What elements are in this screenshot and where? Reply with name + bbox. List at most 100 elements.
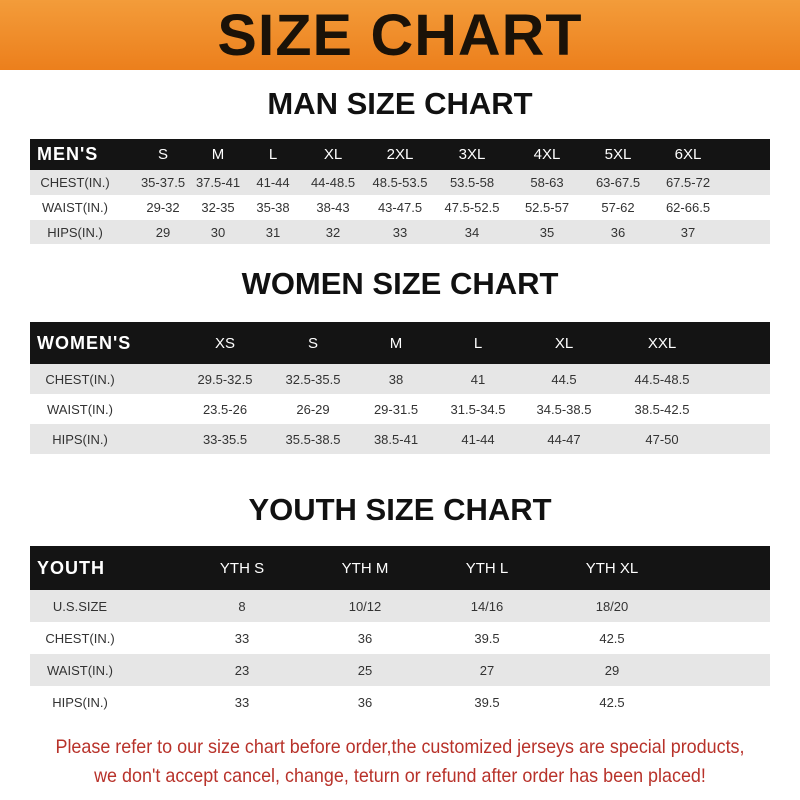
table-row: CHEST(IN.) 35-37.5 37.5-41 41-44 44-48.5 48.5… xyxy=(30,170,770,195)
table-cell: 35-38 xyxy=(256,200,290,215)
table-cell: 38 xyxy=(388,371,404,387)
size-header: S xyxy=(157,146,169,163)
table-cell: 62-66.5 xyxy=(665,200,711,215)
table-cell: 41-44 xyxy=(461,431,495,447)
table-cell: 33 xyxy=(392,224,408,240)
table-cell: 37 xyxy=(680,224,696,240)
table-cell: 36 xyxy=(357,630,373,646)
table-cell: 39.5 xyxy=(474,630,500,646)
size-header: YTH L xyxy=(465,559,509,577)
table-cell: 10/12 xyxy=(348,598,382,614)
table-cell: 58-63 xyxy=(530,175,564,190)
table-cell: 44-48.5 xyxy=(310,175,356,190)
table-cell: 29-32 xyxy=(146,200,180,215)
table-cell: 44.5 xyxy=(551,371,577,387)
table-cell: 32-35 xyxy=(201,200,235,215)
table-row: HIPS(IN.) 33 36 39.5 42.5 xyxy=(30,686,770,718)
table-cell: 18/20 xyxy=(595,598,629,614)
table-cell: 38.5-42.5 xyxy=(634,401,690,417)
notice-line-2: we don't accept cancel, change, teturn o… xyxy=(94,765,706,787)
youth-title: YOUTH SIZE CHART xyxy=(248,492,552,527)
order-notice: Please refer to our size chart before or… xyxy=(0,733,800,791)
youth-size-table: YOUTH YTH S YTH M YTH L YTH XL U.S.SIZE 8 10/12… xyxy=(30,546,770,718)
table-cell: 33 xyxy=(234,630,250,646)
table-heading: YOUTH xyxy=(37,557,105,578)
row-label: U.S.SIZE xyxy=(52,598,108,614)
table-cell: 32.5-35.5 xyxy=(285,371,341,387)
size-header: XS xyxy=(214,334,236,352)
row-label: CHEST(IN.) xyxy=(40,175,110,190)
table-cell: 36 xyxy=(610,224,626,240)
table-cell: 63-67.5 xyxy=(595,175,641,190)
size-header: YTH XL xyxy=(585,559,639,577)
row-label: WAIST(IN.) xyxy=(47,662,113,678)
table-cell: 41 xyxy=(470,371,486,387)
table-cell: 47-50 xyxy=(645,431,679,447)
table-cell: 27 xyxy=(479,662,495,678)
table-cell: 43-47.5 xyxy=(377,200,423,215)
banner-title: SIZE CHART xyxy=(217,2,583,68)
table-cell: 35 xyxy=(539,224,555,240)
table-cell: 34 xyxy=(464,224,480,240)
table-cell: 41-44 xyxy=(256,175,290,190)
women-title: WOMEN SIZE CHART xyxy=(241,266,559,301)
row-label: WAIST(IN.) xyxy=(42,200,108,215)
table-cell: 29 xyxy=(604,662,620,678)
table-row: U.S.SIZE 8 10/12 14/16 18/20 xyxy=(30,590,770,622)
size-header: YTH M xyxy=(341,559,389,577)
table-cell: 29-31.5 xyxy=(373,401,419,417)
table-cell: 35.5-38.5 xyxy=(285,431,341,447)
row-label: HIPS(IN.) xyxy=(52,694,108,710)
men-title: MAN SIZE CHART xyxy=(267,86,533,121)
table-cell: 47.5-52.5 xyxy=(444,200,500,215)
table-cell: 67.5-72 xyxy=(665,175,711,190)
table-row: CHEST(IN.) 29.5-32.5 32.5-35.5 38 41 44.5 44.5… xyxy=(30,364,770,394)
size-header: L xyxy=(268,146,278,163)
table-heading: MEN'S xyxy=(37,144,99,164)
table-cell: 8 xyxy=(238,598,246,614)
size-header: M xyxy=(211,146,225,163)
notice-line-1: Please refer to our size chart before or… xyxy=(55,736,745,758)
table-cell: 53.5-58 xyxy=(449,175,495,190)
table-cell: 44-47 xyxy=(547,431,581,447)
size-header: XXL xyxy=(647,334,677,352)
size-chart-banner: SIZE CHART xyxy=(0,0,800,70)
table-row: WAIST(IN.) 29-32 32-35 35-38 38-43 43-47.5 47.… xyxy=(30,195,770,220)
table-cell: 42.5 xyxy=(599,694,625,710)
table-cell: 35-37.5 xyxy=(140,175,186,190)
table-cell: 57-62 xyxy=(601,200,635,215)
table-cell: 29.5-32.5 xyxy=(197,371,253,387)
table-cell: 52.5-57 xyxy=(524,200,570,215)
table-row: CHEST(IN.) 33 36 39.5 42.5 xyxy=(30,622,770,654)
size-header: 6XL xyxy=(674,146,702,163)
size-header: M xyxy=(389,334,403,352)
table-cell: 29 xyxy=(155,224,171,240)
table-cell: 31.5-34.5 xyxy=(450,401,506,417)
table-cell: 34.5-38.5 xyxy=(536,401,592,417)
table-cell: 25 xyxy=(357,662,373,678)
row-label: HIPS(IN.) xyxy=(52,431,108,447)
row-label: WAIST(IN.) xyxy=(47,401,113,417)
header-row: YOUTH YTH S YTH M YTH L YTH XL xyxy=(30,546,770,590)
size-header: XL xyxy=(323,146,343,163)
row-label: CHEST(IN.) xyxy=(45,630,115,646)
table-cell: 33-35.5 xyxy=(202,431,248,447)
header-row: MEN'S S M L XL 2XL 3XL 4XL 5XL 6XL xyxy=(30,139,770,170)
table-cell: 26-29 xyxy=(296,401,330,417)
table-cell: 31 xyxy=(265,224,281,240)
size-header: L xyxy=(473,334,483,352)
header-row: WOMEN'S XS S M L XL XXL xyxy=(30,322,770,364)
size-header: 4XL xyxy=(533,146,561,163)
table-cell: 33 xyxy=(234,694,250,710)
table-cell: 48.5-53.5 xyxy=(372,175,428,190)
women-size-table: WOMEN'S XS S M L XL XXL CHEST(IN.) 29.5-32.5 32.5… xyxy=(30,322,770,454)
table-cell: 37.5-41 xyxy=(195,175,241,190)
size-header: 5XL xyxy=(604,146,632,163)
table-row: WAIST(IN.) 23.5-26 26-29 29-31.5 31.5-34.5 34… xyxy=(30,394,770,424)
size-header: 2XL xyxy=(386,146,414,163)
size-header: XL xyxy=(554,334,574,352)
table-heading: WOMEN'S xyxy=(37,332,132,353)
table-row: HIPS(IN.) 33-35.5 35.5-38.5 38.5-41 41-44 44-… xyxy=(30,424,770,454)
table-cell: 30 xyxy=(210,224,226,240)
table-cell: 32 xyxy=(325,224,341,240)
